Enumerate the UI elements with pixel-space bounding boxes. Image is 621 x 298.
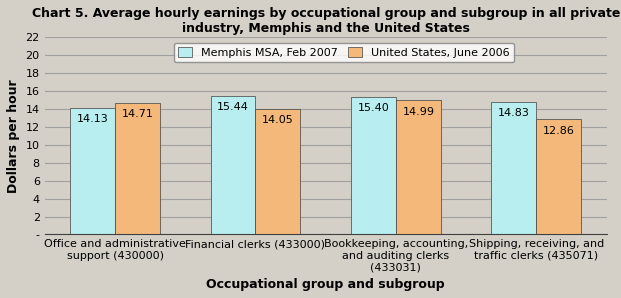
Bar [396, 100, 441, 235]
Text: 14.83: 14.83 [498, 108, 530, 118]
Text: 12.86: 12.86 [543, 125, 574, 136]
Legend: Memphis MSA, Feb 2007, United States, June 2006: Memphis MSA, Feb 2007, United States, Ju… [174, 43, 514, 62]
Text: 14.71: 14.71 [122, 109, 153, 119]
Bar [211, 96, 255, 235]
Y-axis label: Dollars per hour: Dollars per hour [7, 79, 20, 193]
Bar [351, 97, 396, 235]
Text: 14.99: 14.99 [402, 106, 434, 117]
Text: 15.40: 15.40 [358, 103, 389, 113]
Title: Chart 5. Average hourly earnings by occupational group and subgroup in all priva: Chart 5. Average hourly earnings by occu… [32, 7, 620, 35]
Text: 14.05: 14.05 [262, 115, 294, 125]
Bar [491, 102, 537, 235]
Bar [115, 103, 160, 235]
Bar [255, 109, 301, 235]
Bar [537, 119, 581, 235]
Text: 14.13: 14.13 [77, 114, 109, 124]
X-axis label: Occupational group and subgroup: Occupational group and subgroup [206, 278, 445, 291]
Text: 15.44: 15.44 [217, 103, 249, 112]
Bar [70, 108, 115, 235]
